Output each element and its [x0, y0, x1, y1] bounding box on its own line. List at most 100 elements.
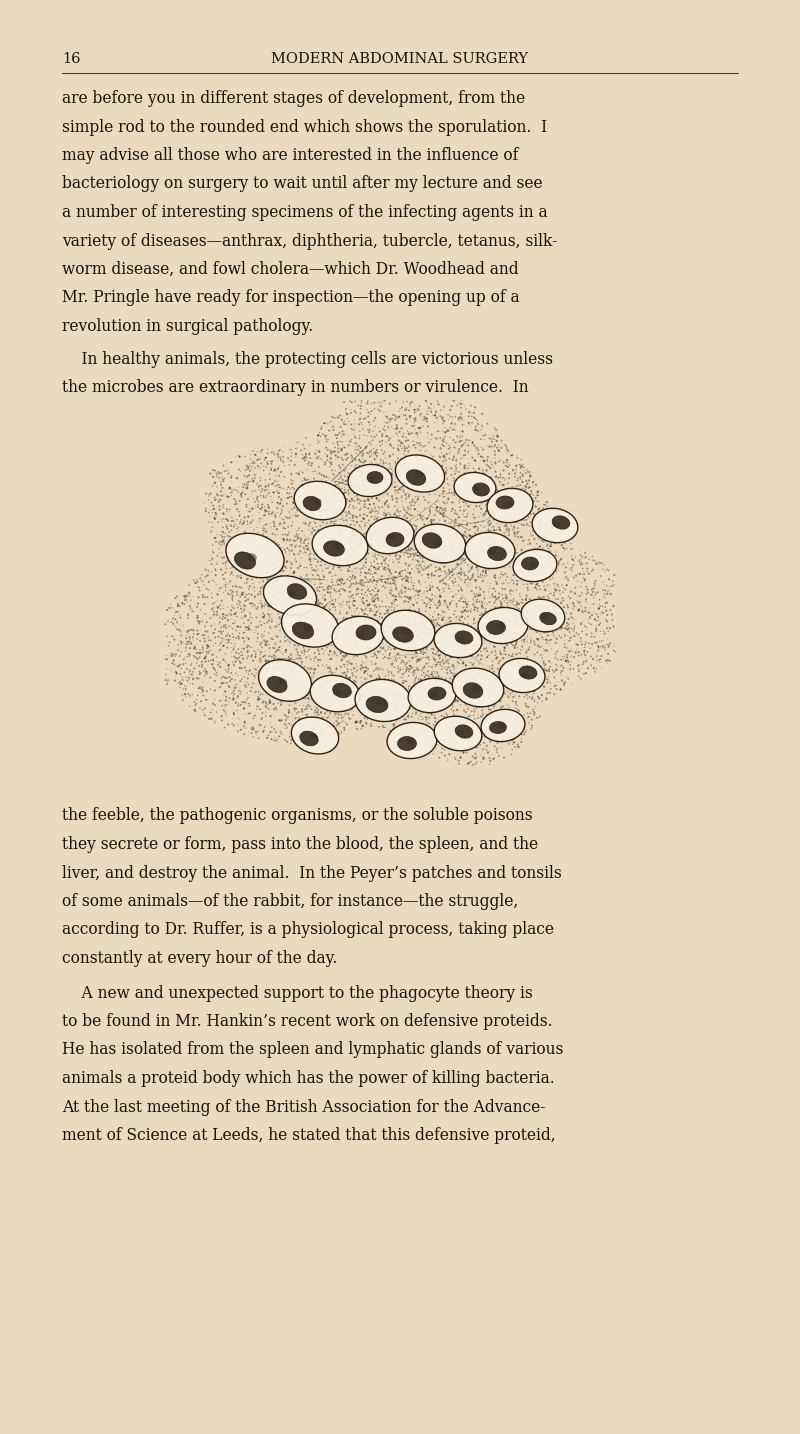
Point	[194, 661, 207, 684]
Point	[268, 677, 281, 700]
Point	[318, 564, 330, 587]
Point	[331, 721, 344, 744]
Point	[484, 750, 497, 773]
Point	[513, 714, 526, 737]
Point	[286, 529, 299, 552]
Point	[553, 531, 566, 554]
Point	[425, 512, 438, 535]
Point	[418, 700, 431, 723]
Point	[439, 591, 452, 614]
Point	[332, 698, 345, 721]
Point	[365, 625, 378, 648]
Point	[354, 402, 367, 424]
Point	[485, 630, 498, 652]
Point	[226, 509, 239, 532]
Point	[200, 663, 213, 685]
Point	[294, 657, 307, 680]
Point	[224, 628, 237, 651]
Point	[198, 660, 210, 683]
Point	[597, 579, 610, 602]
Point	[551, 574, 564, 597]
Point	[503, 718, 516, 741]
Point	[425, 594, 438, 617]
Ellipse shape	[496, 496, 514, 509]
Point	[350, 561, 362, 584]
Point	[226, 480, 238, 503]
Point	[518, 515, 530, 538]
Point	[221, 498, 234, 521]
Point	[449, 718, 462, 741]
Point	[358, 407, 370, 430]
Point	[400, 658, 413, 681]
Point	[414, 505, 427, 528]
Point	[346, 618, 358, 641]
Point	[290, 432, 303, 455]
Point	[387, 637, 400, 660]
Point	[311, 673, 324, 695]
Point	[473, 628, 486, 651]
Point	[502, 661, 514, 684]
Point	[558, 595, 570, 618]
Point	[410, 588, 422, 611]
Point	[421, 410, 434, 433]
Point	[446, 645, 459, 668]
Point	[483, 486, 496, 509]
Point	[401, 542, 414, 565]
Point	[580, 582, 593, 605]
Point	[415, 465, 428, 488]
Point	[429, 403, 442, 426]
Point	[261, 657, 274, 680]
Point	[390, 681, 403, 704]
Point	[209, 502, 222, 525]
Point	[411, 423, 424, 446]
Point	[441, 472, 454, 495]
Point	[423, 694, 436, 717]
Point	[458, 432, 471, 455]
Point	[278, 585, 291, 608]
Point	[566, 554, 579, 576]
Point	[418, 690, 431, 713]
Point	[382, 637, 395, 660]
Point	[490, 642, 502, 665]
Point	[315, 723, 328, 746]
Point	[286, 622, 299, 645]
Point	[492, 607, 505, 630]
Point	[359, 449, 372, 472]
Point	[407, 470, 420, 493]
Point	[313, 519, 326, 542]
Point	[538, 493, 550, 516]
Point	[272, 638, 285, 661]
Point	[250, 617, 263, 640]
Point	[338, 480, 351, 503]
Point	[358, 475, 370, 498]
Point	[436, 502, 449, 525]
Point	[250, 615, 262, 638]
Point	[588, 608, 601, 631]
Point	[374, 435, 386, 457]
Point	[365, 638, 378, 661]
Point	[462, 707, 474, 730]
Point	[463, 685, 476, 708]
Point	[562, 552, 574, 575]
Point	[232, 480, 245, 503]
Point	[530, 561, 543, 584]
Point	[510, 710, 522, 733]
Point	[239, 589, 252, 612]
Point	[358, 574, 370, 597]
Point	[194, 677, 206, 700]
Point	[534, 618, 546, 641]
Point	[162, 668, 174, 691]
Point	[332, 627, 345, 650]
Point	[414, 617, 427, 640]
Point	[506, 690, 519, 713]
Point	[490, 571, 503, 594]
Ellipse shape	[314, 498, 322, 505]
Point	[262, 541, 274, 564]
Point	[479, 525, 492, 548]
Point	[447, 574, 460, 597]
Point	[526, 548, 538, 571]
Point	[194, 566, 206, 589]
Point	[201, 688, 214, 711]
Point	[290, 462, 302, 485]
Point	[239, 591, 252, 614]
